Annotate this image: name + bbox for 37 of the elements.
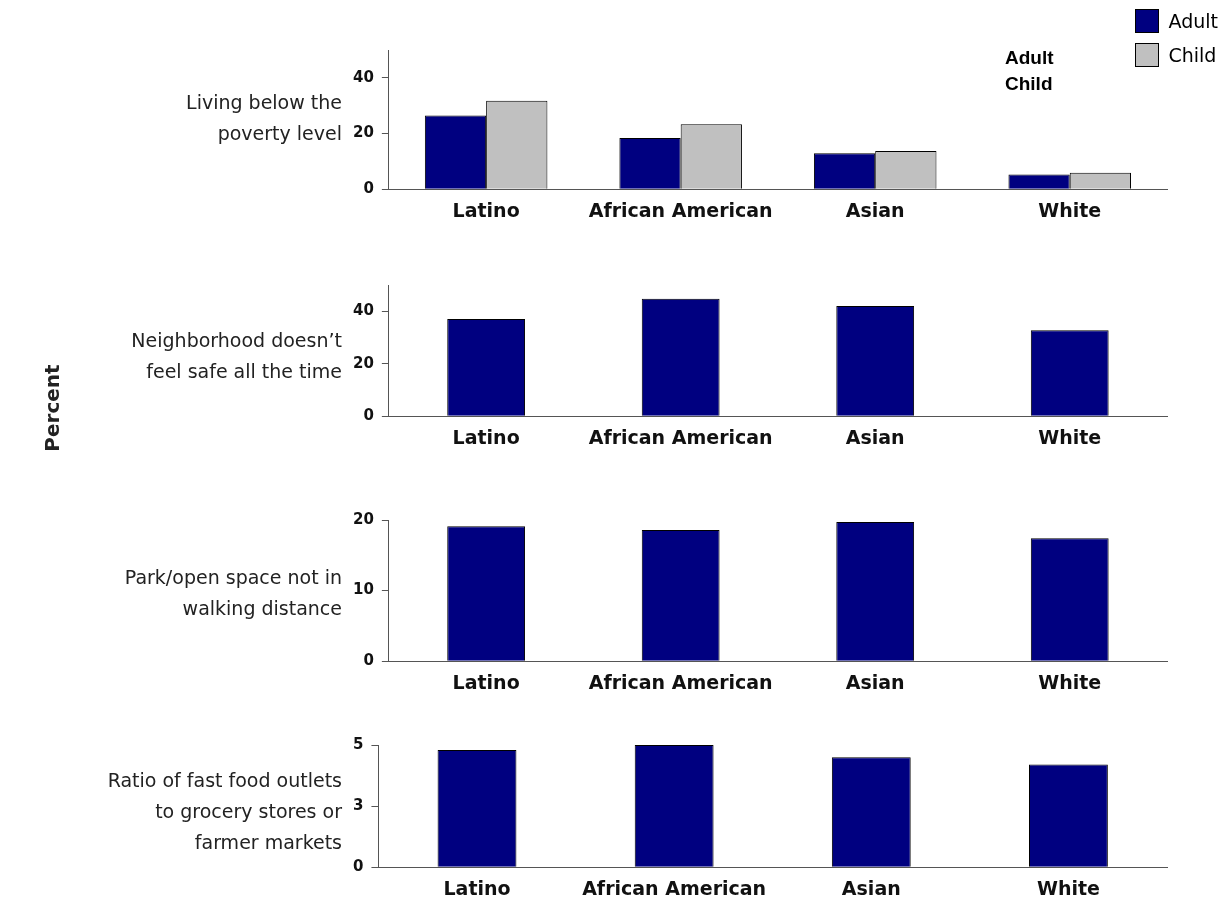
- x-tick-label: African American: [588, 670, 773, 693]
- y-tick-label: 5: [353, 734, 364, 753]
- x-tick-label: White: [1038, 198, 1102, 221]
- y-tick-label: 0: [363, 651, 374, 670]
- x-tick-label: White: [1036, 876, 1100, 899]
- legend-label: Child: [1168, 44, 1217, 66]
- x-tick-label: Latino: [452, 425, 520, 448]
- x-tick-label: White: [1038, 425, 1102, 448]
- y-tick-label: 0: [363, 406, 374, 425]
- x-tick-label: African American: [588, 198, 773, 221]
- y-axis-title: Percent: [39, 364, 64, 452]
- x-tick-label: African American: [588, 425, 773, 448]
- y-tick-label: 40: [353, 67, 374, 86]
- x-tick-label: White: [1038, 670, 1102, 693]
- text: Neighborhood doesn’t feel safe all the time: [130, 327, 342, 384]
- x-tick-label: Latino: [452, 670, 520, 693]
- x-tick-label: African American: [582, 876, 767, 899]
- x-tick-label: Asian: [845, 425, 905, 448]
- x-tick-label: Asian: [841, 876, 901, 899]
- y-tick-label: 0: [363, 179, 374, 198]
- y-tick-label: 40: [353, 301, 374, 320]
- text: Park/open space not in walking distance: [123, 565, 342, 621]
- x-tick-label: Asian: [845, 670, 905, 693]
- text: Living below the poverty level: [185, 90, 342, 146]
- y-tick-label: 0: [353, 857, 364, 876]
- y-tick-label: 20: [353, 123, 374, 142]
- text: Ratio of fast food outlets to grocery stores or farmer markets: [107, 767, 342, 855]
- x-tick-label: Latino: [452, 198, 520, 221]
- x-tick-label: Asian: [845, 198, 905, 221]
- y-tick-label: 20: [353, 353, 374, 372]
- y-tick-label: 3: [353, 795, 364, 814]
- annotation: Adult: [1005, 46, 1054, 70]
- annotation: Child: [1005, 72, 1054, 96]
- y-tick-label: 10: [353, 580, 374, 599]
- y-tick-label: 20: [353, 509, 374, 528]
- legend-label: Adult: [1168, 10, 1218, 32]
- x-tick-label: Latino: [443, 876, 511, 899]
